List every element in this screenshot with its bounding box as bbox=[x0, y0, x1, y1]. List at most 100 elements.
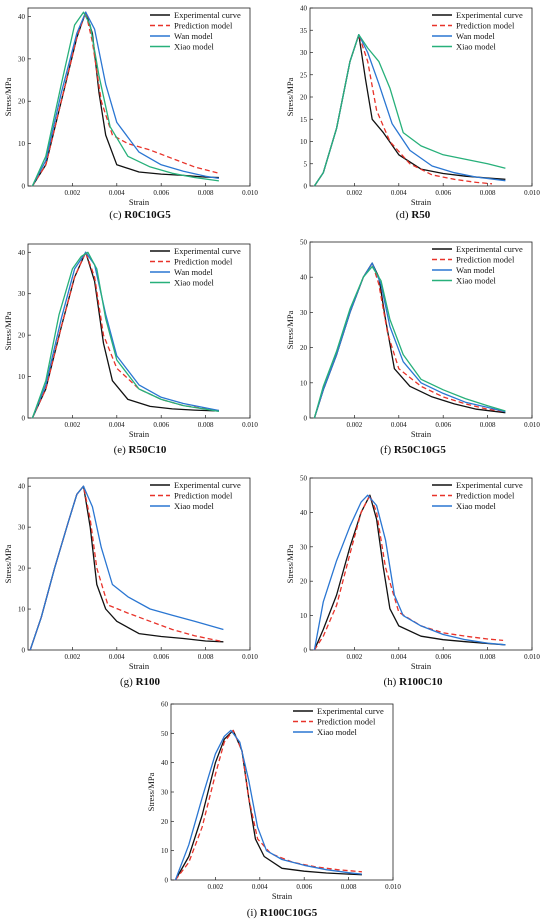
legend-label-prediction-model: Prediction model bbox=[174, 257, 233, 267]
y-tick-label: 0 bbox=[165, 877, 169, 885]
y-tick-label: 10 bbox=[18, 373, 26, 381]
legend-label-xiao-model: Xiao model bbox=[456, 276, 497, 286]
y-tick-label: 40 bbox=[18, 483, 26, 491]
series-line-xiao-model bbox=[31, 11, 219, 187]
chart-panel-h-r100c10: 0.002 0.004 0.006 0.008 0.010 0 10 20 30 40 50 Stra… bbox=[285, 475, 540, 689]
x-tick-label: 0.004 bbox=[109, 189, 125, 197]
y-tick-label: 20 bbox=[300, 344, 308, 352]
panel-caption: (c) R0C10G5 bbox=[109, 209, 171, 221]
y-tick-label: 10 bbox=[300, 612, 308, 620]
legend-label-wan-model: Wan model bbox=[456, 31, 495, 41]
series-line-prediction-model bbox=[313, 262, 506, 419]
y-tick-label: 60 bbox=[161, 701, 169, 709]
series-line-prediction-model bbox=[174, 729, 362, 881]
x-axis-label: Strain bbox=[129, 661, 150, 671]
y-axis-label: Stress/MPa bbox=[285, 310, 295, 349]
panel-caption: (f) R50C10G5 bbox=[380, 444, 446, 456]
y-axis-label: Stress/MPa bbox=[146, 772, 156, 811]
legend-label-experimental-curve: Experimental curve bbox=[174, 246, 241, 256]
y-tick-label: 0 bbox=[304, 647, 308, 655]
series-line-xiao-model bbox=[174, 729, 362, 881]
x-tick-label: 0.008 bbox=[198, 653, 214, 661]
y-tick-label: 20 bbox=[300, 578, 308, 586]
y-tick-label: 30 bbox=[300, 309, 308, 317]
chart-panel-i-r100c10g5: 0.002 0.004 0.006 0.008 0.010 0 10 20 30 40 50 60 St… bbox=[146, 701, 401, 920]
x-tick-label: 0.002 bbox=[347, 421, 363, 429]
y-tick-label: 30 bbox=[18, 55, 26, 63]
y-tick-label: 30 bbox=[18, 524, 26, 532]
x-axis-label: Strain bbox=[129, 197, 150, 207]
x-tick-label: 0.002 bbox=[65, 421, 81, 429]
chart-panel-f-r50c10g5: 0.002 0.004 0.006 0.008 0.010 0 10 20 30 40 50 Stra… bbox=[285, 239, 540, 457]
y-tick-label: 20 bbox=[18, 332, 26, 340]
y-tick-label: 30 bbox=[300, 49, 308, 57]
legend-label-prediction-model: Prediction model bbox=[456, 255, 515, 265]
x-tick-label: 0.008 bbox=[480, 421, 496, 429]
series-line-experimental-curve bbox=[313, 494, 506, 651]
x-tick-label: 0.010 bbox=[524, 189, 540, 197]
series-line-xiao-model bbox=[313, 265, 506, 419]
y-tick-label: 35 bbox=[300, 27, 308, 35]
panel-caption: (h) R100C10 bbox=[384, 676, 443, 688]
x-tick-label: 0.002 bbox=[208, 883, 224, 891]
y-tick-label: 15 bbox=[300, 116, 308, 124]
y-tick-label: 10 bbox=[300, 138, 308, 146]
y-tick-label: 10 bbox=[18, 140, 26, 148]
x-axis-label: Strain bbox=[272, 891, 293, 901]
y-tick-label: 5 bbox=[304, 160, 308, 168]
legend-label-experimental-curve: Experimental curve bbox=[174, 480, 241, 490]
x-tick-label: 0.002 bbox=[65, 189, 81, 197]
x-tick-label: 0.006 bbox=[153, 653, 169, 661]
y-tick-label: 40 bbox=[300, 274, 308, 282]
y-tick-label: 40 bbox=[300, 509, 308, 517]
legend-label-wan-model: Wan model bbox=[174, 31, 213, 41]
legend-label-experimental-curve: Experimental curve bbox=[174, 10, 241, 20]
legend-label-experimental-curve: Experimental curve bbox=[317, 706, 384, 716]
series-line-prediction-model bbox=[313, 494, 504, 651]
y-tick-label: 30 bbox=[161, 789, 169, 797]
x-tick-label: 0.008 bbox=[341, 883, 357, 891]
y-tick-label: 0 bbox=[304, 415, 308, 423]
legend-label-prediction-model: Prediction model bbox=[317, 717, 376, 727]
series-line-experimental-curve bbox=[31, 251, 219, 419]
legend-label-prediction-model: Prediction model bbox=[456, 21, 515, 31]
legend-label-xiao-model: Xiao model bbox=[174, 501, 215, 511]
y-axis-label: Stress/MPa bbox=[285, 544, 295, 583]
y-tick-label: 50 bbox=[300, 475, 308, 483]
x-tick-label: 0.010 bbox=[242, 421, 258, 429]
x-tick-label: 0.006 bbox=[153, 189, 169, 197]
x-tick-label: 0.006 bbox=[435, 421, 451, 429]
legend-label-xiao-model: Xiao model bbox=[456, 501, 497, 511]
panel-caption: (g) R100 bbox=[120, 676, 161, 688]
series-line-prediction-model bbox=[31, 11, 220, 187]
y-tick-label: 50 bbox=[300, 239, 308, 247]
x-tick-label: 0.006 bbox=[435, 189, 451, 197]
series-line-wan-model bbox=[313, 262, 506, 419]
legend-label-experimental-curve: Experimental curve bbox=[456, 244, 523, 254]
series-line-xiao-model bbox=[31, 251, 220, 419]
series-line-experimental-curve bbox=[313, 262, 506, 419]
y-tick-label: 40 bbox=[18, 249, 26, 257]
x-axis-label: Strain bbox=[411, 197, 432, 207]
x-tick-label: 0.004 bbox=[391, 421, 407, 429]
y-tick-label: 10 bbox=[161, 847, 169, 855]
plot-frame bbox=[27, 477, 251, 651]
y-tick-label: 40 bbox=[18, 13, 26, 21]
x-tick-label: 0.008 bbox=[480, 189, 496, 197]
x-tick-label: 0.010 bbox=[242, 653, 258, 661]
legend-label-xiao-model: Xiao model bbox=[317, 727, 358, 737]
panel-caption: (d) R50 bbox=[396, 209, 431, 221]
plot-frame bbox=[27, 7, 251, 187]
chart-panel-e-r50c10: 0.002 0.004 0.006 0.008 0.010 0 10 20 30 40 Strain… bbox=[3, 243, 258, 456]
y-tick-label: 30 bbox=[18, 290, 26, 298]
y-tick-label: 20 bbox=[300, 94, 308, 102]
x-axis-label: Strain bbox=[411, 661, 432, 671]
y-tick-label: 10 bbox=[18, 606, 26, 614]
x-tick-label: 0.002 bbox=[65, 653, 81, 661]
plot-frame bbox=[309, 241, 533, 419]
series-line-xiao-model bbox=[313, 494, 506, 651]
y-tick-label: 50 bbox=[161, 730, 169, 738]
panel-caption: (i) R100C10G5 bbox=[247, 907, 318, 919]
x-tick-label: 0.010 bbox=[524, 653, 540, 661]
